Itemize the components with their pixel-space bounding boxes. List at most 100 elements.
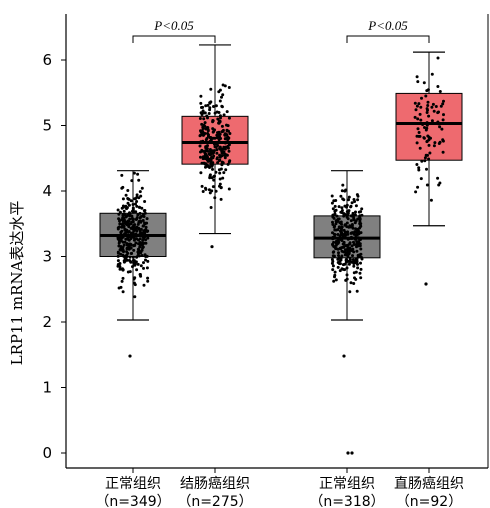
data-point bbox=[337, 205, 341, 209]
data-point bbox=[128, 242, 132, 246]
data-point bbox=[146, 276, 150, 280]
data-point bbox=[359, 224, 363, 228]
data-point bbox=[331, 235, 335, 239]
data-point bbox=[415, 104, 419, 108]
data-point bbox=[207, 188, 211, 192]
data-point bbox=[211, 185, 215, 189]
data-point bbox=[437, 142, 441, 145]
data-point bbox=[201, 190, 205, 193]
data-point bbox=[137, 220, 141, 224]
data-point bbox=[139, 274, 143, 278]
data-point bbox=[426, 104, 430, 107]
data-point bbox=[199, 140, 203, 144]
data-point bbox=[415, 141, 419, 145]
data-point bbox=[440, 127, 444, 131]
data-point bbox=[211, 119, 215, 122]
y-tick-label: 5 bbox=[42, 117, 52, 135]
data-point bbox=[137, 254, 141, 258]
data-point bbox=[331, 231, 334, 235]
data-point bbox=[340, 254, 344, 258]
data-point bbox=[204, 165, 207, 169]
data-point bbox=[134, 233, 138, 236]
data-point bbox=[442, 113, 445, 117]
data-point bbox=[119, 239, 123, 243]
data-point bbox=[144, 241, 148, 245]
data-point bbox=[344, 258, 348, 262]
data-point bbox=[344, 213, 348, 217]
data-point bbox=[223, 84, 227, 88]
data-point bbox=[209, 87, 213, 91]
data-point bbox=[200, 132, 204, 136]
data-point bbox=[143, 209, 147, 212]
data-point bbox=[227, 116, 231, 120]
data-point bbox=[138, 211, 142, 215]
data-point bbox=[206, 126, 210, 130]
data-point bbox=[219, 116, 222, 120]
data-point bbox=[121, 253, 125, 257]
data-point bbox=[331, 223, 335, 226]
data-point bbox=[223, 132, 227, 136]
data-point bbox=[341, 245, 345, 249]
data-point bbox=[355, 289, 359, 293]
data-point bbox=[425, 183, 429, 187]
data-point bbox=[122, 216, 126, 220]
data-point bbox=[213, 111, 217, 115]
data-point bbox=[418, 112, 422, 116]
data-point bbox=[134, 218, 138, 221]
outlier-point bbox=[424, 282, 428, 286]
data-point bbox=[425, 107, 429, 111]
data-point bbox=[413, 115, 417, 119]
data-point bbox=[207, 152, 211, 156]
data-point bbox=[203, 124, 207, 128]
data-point bbox=[138, 245, 142, 249]
data-point bbox=[133, 263, 137, 267]
data-point bbox=[358, 237, 362, 241]
data-point bbox=[330, 201, 334, 205]
data-point bbox=[227, 149, 231, 153]
data-point bbox=[218, 155, 222, 159]
data-point bbox=[138, 190, 142, 194]
data-point bbox=[438, 125, 442, 129]
data-point bbox=[208, 101, 212, 105]
x-category-label: 直肠癌组织 bbox=[394, 475, 464, 492]
data-point bbox=[207, 112, 211, 115]
data-point bbox=[140, 186, 144, 190]
data-point bbox=[431, 102, 435, 106]
data-point bbox=[346, 213, 350, 217]
data-point bbox=[209, 149, 213, 153]
data-point bbox=[430, 119, 434, 123]
data-point bbox=[136, 172, 140, 176]
box-3 bbox=[395, 92, 463, 161]
data-point bbox=[425, 140, 429, 144]
data-point bbox=[121, 185, 125, 189]
data-point bbox=[436, 85, 440, 88]
data-point bbox=[425, 121, 429, 125]
data-point bbox=[418, 134, 422, 138]
data-point bbox=[217, 90, 221, 94]
data-point bbox=[211, 151, 215, 155]
data-point bbox=[438, 90, 442, 93]
data-point bbox=[123, 240, 127, 244]
data-point bbox=[427, 135, 431, 139]
significance-label: P<0.05 bbox=[367, 18, 408, 33]
data-point bbox=[125, 207, 129, 211]
data-point bbox=[134, 202, 137, 206]
data-point bbox=[116, 208, 120, 212]
data-point bbox=[126, 223, 129, 227]
data-point bbox=[343, 253, 347, 257]
data-point bbox=[219, 167, 223, 171]
data-point bbox=[217, 119, 221, 123]
data-point bbox=[334, 208, 338, 212]
data-point bbox=[354, 204, 358, 208]
data-point bbox=[419, 118, 423, 122]
data-point bbox=[340, 239, 344, 242]
data-point bbox=[218, 182, 222, 186]
data-point bbox=[202, 161, 206, 165]
data-point bbox=[336, 233, 340, 236]
data-point bbox=[135, 195, 139, 199]
data-point bbox=[415, 163, 419, 166]
data-point bbox=[118, 267, 122, 271]
data-point bbox=[204, 104, 208, 108]
data-point bbox=[416, 185, 420, 189]
data-point bbox=[227, 143, 231, 147]
